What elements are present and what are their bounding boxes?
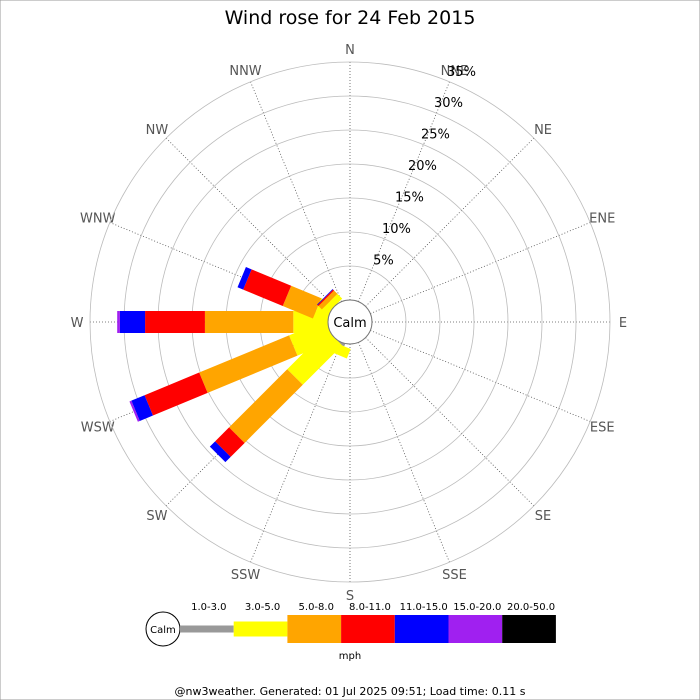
bar-segment	[144, 372, 208, 416]
chart-title: Wind rose for 24 Feb 2015	[225, 7, 476, 29]
legend-calm-label: Calm	[150, 625, 176, 636]
bar-segment	[145, 311, 205, 333]
spoke	[365, 137, 535, 307]
direction-label: WNW	[80, 212, 116, 227]
legend-label: 1.0-3.0	[191, 602, 226, 613]
bar-segment	[117, 311, 120, 333]
bar-segment	[317, 289, 334, 306]
legend-swatch	[233, 621, 288, 637]
ring-label: 30%	[434, 96, 463, 111]
bar-segment	[204, 311, 294, 333]
legend-swatch	[341, 615, 395, 643]
direction-label: ENE	[589, 212, 615, 227]
bar-segment	[282, 285, 322, 319]
direction-label: WSW	[81, 420, 115, 435]
direction-label: NNE	[441, 64, 469, 79]
grid-ring	[89, 61, 611, 583]
direction-label: W	[71, 316, 84, 331]
legend-label: 11.0-15.0	[400, 602, 448, 613]
direction-bar	[317, 289, 343, 315]
spoke	[358, 342, 450, 563]
ring-label: 35%	[447, 65, 476, 80]
legend-label: 3.0-5.0	[245, 602, 280, 613]
spoke	[358, 81, 450, 302]
direction-bar	[209, 329, 343, 463]
legend-label: 15.0-20.0	[453, 602, 501, 613]
direction-bar	[237, 266, 334, 324]
bar-segment	[317, 289, 335, 307]
spoke	[370, 330, 591, 422]
direction-label: SE	[535, 509, 551, 524]
legend-swatch	[180, 625, 234, 633]
legend-swatch	[287, 615, 342, 643]
spoke	[250, 342, 342, 563]
ring-label: 10%	[382, 222, 411, 237]
direction-label: E	[619, 316, 627, 331]
calm-label: Calm	[333, 316, 366, 331]
ring-label: 25%	[421, 128, 450, 143]
spoke	[250, 81, 342, 302]
legend-label: 8.0-11.0	[349, 602, 391, 613]
direction-label: NW	[146, 123, 169, 138]
bar-segment	[129, 400, 140, 422]
footer: @nw3weather. Generated: 01 Jul 2025 09:5…	[175, 685, 526, 698]
direction-label: N	[345, 43, 355, 58]
bar-segment	[119, 311, 146, 333]
ring-label: 15%	[395, 190, 424, 205]
bar-segment	[209, 441, 231, 463]
legend-label: 5.0-8.0	[299, 602, 334, 613]
bar-segment	[318, 290, 338, 310]
direction-label: NE	[534, 123, 552, 138]
direction-label: SSW	[231, 568, 261, 583]
legend-label: 20.0-50.0	[507, 602, 555, 613]
legend-swatch	[394, 615, 449, 643]
legend-swatch	[448, 615, 503, 643]
legend-unit: mph	[339, 651, 361, 662]
direction-label: S	[346, 589, 354, 604]
bar-segment	[243, 269, 292, 307]
direction-label: SW	[146, 509, 167, 524]
spoke	[365, 337, 535, 507]
calm-circle	[327, 299, 373, 345]
ring-label: 20%	[408, 159, 437, 174]
direction-label: ESE	[590, 420, 615, 435]
ring-label: 5%	[373, 253, 394, 268]
bar-segment	[229, 369, 303, 443]
spoke	[370, 222, 591, 314]
direction-bar	[117, 311, 329, 333]
bar-segment	[237, 266, 252, 290]
direction-label: NNW	[229, 64, 261, 79]
direction-label: SSE	[442, 568, 467, 583]
bar-segment	[215, 427, 245, 457]
bar-segment	[287, 329, 343, 385]
legend-swatch	[502, 615, 556, 643]
bar-segment	[199, 335, 298, 393]
spoke	[165, 137, 335, 307]
bar-segment	[131, 395, 153, 421]
bar-segment	[321, 293, 343, 315]
